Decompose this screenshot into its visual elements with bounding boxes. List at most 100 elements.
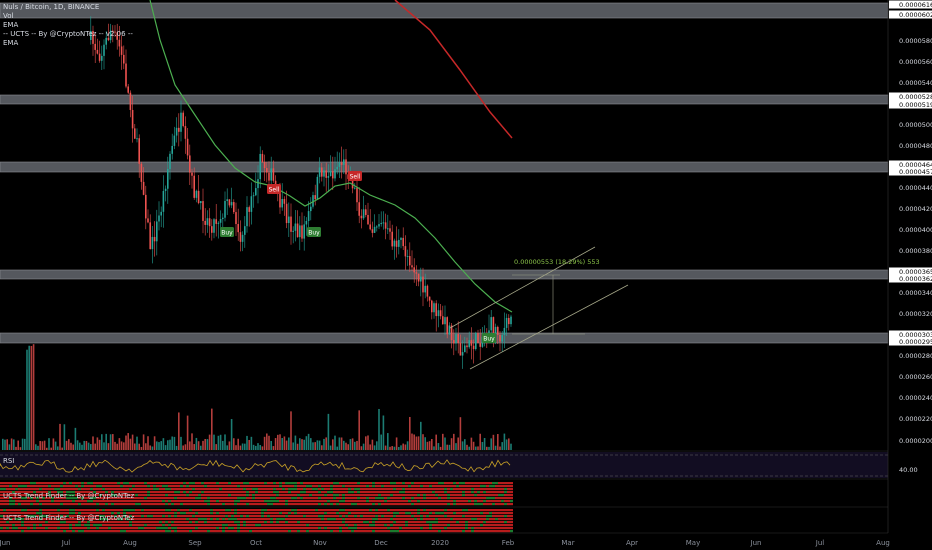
trend-cell: [450, 488, 453, 491]
trend-cell: [168, 482, 171, 485]
indicator-ema-1[interactable]: EMA: [3, 21, 19, 29]
candle-body: [360, 215, 363, 219]
rsi-label[interactable]: RSI: [3, 457, 15, 465]
trend-cell: [453, 527, 456, 530]
trend-cell: [312, 509, 315, 512]
signal-sell[interactable]: Sell: [348, 171, 362, 181]
trend-cell: [498, 482, 501, 485]
trend-cell: [183, 494, 186, 497]
trend-cell: [261, 524, 264, 527]
trend-cell: [117, 518, 120, 521]
trend-cell: [390, 488, 393, 491]
channel-upper: [449, 246, 596, 329]
candle-body: [272, 168, 275, 181]
signal-sell[interactable]: Sell: [267, 184, 281, 194]
trend-cell: [396, 512, 399, 515]
trend-cell: [228, 518, 231, 521]
trend-cell: [27, 497, 30, 500]
trend-cell: [411, 482, 414, 485]
trend-cell: [507, 488, 510, 491]
trend-cell: [507, 515, 510, 518]
trend-cell: [489, 509, 492, 512]
trend-cell: [156, 530, 159, 533]
trend-cell: [159, 497, 162, 500]
candle-body: [329, 171, 332, 177]
trend-cell: [255, 524, 258, 527]
trend-cell: [336, 491, 339, 494]
trend-cell: [102, 488, 105, 491]
signal-buy[interactable]: Buy: [482, 333, 496, 343]
symbol-title[interactable]: Nuls / Bitcoin, 1D, BINANCE: [3, 3, 100, 11]
trend-cell: [48, 497, 51, 500]
signal-buy[interactable]: Buy: [220, 227, 234, 237]
trend-cell: [42, 527, 45, 530]
trend-cell: [120, 527, 123, 530]
trend-cell: [174, 503, 177, 506]
trend-cell: [231, 509, 234, 512]
trend-cell: [390, 527, 393, 530]
trend-cell: [33, 503, 36, 506]
trend-cell: [441, 530, 444, 533]
trend-cell: [45, 485, 48, 488]
candle-body: [90, 31, 92, 40]
trend-cell: [87, 515, 90, 518]
trend-cell: [387, 500, 390, 503]
trend-cell: [504, 527, 507, 530]
trend-cell: [363, 494, 366, 497]
trend-cell: [177, 482, 180, 485]
trend-cell: [18, 482, 21, 485]
trend-cell: [153, 500, 156, 503]
trend-cell: [102, 521, 105, 524]
candle-body: [505, 317, 508, 328]
trend-cell: [6, 488, 9, 491]
volume-bar: [389, 446, 391, 450]
trend-cell: [261, 515, 264, 518]
trend-cell: [384, 512, 387, 515]
trend-cell: [417, 524, 420, 527]
trend-cell: [204, 509, 207, 512]
trend-cell: [114, 485, 117, 488]
trend-cell: [294, 482, 297, 485]
trend-cell: [9, 503, 12, 506]
trend-cell: [240, 518, 243, 521]
price-axis[interactable]: 0.000058000.000056000.000054000.00005000…: [889, 0, 932, 475]
trend-cell: [240, 503, 243, 506]
trend-cell: [261, 503, 264, 506]
trend-cell: [132, 530, 135, 533]
trend-cell: [201, 512, 204, 515]
indicator-ucts[interactable]: -- UCTS -- By @CryptoNTez -- v2.06 --: [3, 30, 133, 38]
trend-cell: [84, 527, 87, 530]
indicator-vol[interactable]: Vol: [3, 12, 14, 20]
trend-panel-1-label[interactable]: UCTS Trend Finder -- By @CryptoNTez: [3, 492, 135, 500]
trend-cell: [234, 512, 237, 515]
trend-cell: [435, 494, 438, 497]
indicator-ema-2[interactable]: EMA: [3, 39, 19, 47]
candle-body: [252, 195, 255, 197]
time-label: Sep: [188, 539, 202, 547]
volume-bar: [340, 437, 343, 450]
trend-cell: [150, 500, 153, 503]
trend-cell: [363, 530, 366, 533]
trend-cell: [399, 527, 402, 530]
volume-bar: [136, 436, 138, 450]
candle-body: [250, 196, 253, 212]
trend-cell: [144, 518, 147, 521]
trend-cell: [447, 482, 450, 485]
trend-cell: [240, 494, 243, 497]
volume-bar: [107, 443, 110, 450]
trend-cell: [117, 521, 120, 524]
trend-cell: [402, 524, 405, 527]
time-axis[interactable]: Jun Jul Aug Sep Oct Nov Dec 2020 Feb Mar Apr May Jun…: [0, 539, 890, 547]
trend-cell: [201, 500, 204, 503]
candle-body: [490, 317, 492, 331]
trend-cell: [108, 488, 111, 491]
trend-cell: [144, 509, 147, 512]
candle-body: [279, 187, 281, 208]
trend-cell: [441, 488, 444, 491]
signal-buy[interactable]: Buy: [307, 227, 321, 237]
trend-cell: [111, 524, 114, 527]
trend-cell: [162, 485, 165, 488]
trend-panel-2-label[interactable]: UCTS Trend Finder -- By @CryptoNTez: [3, 514, 135, 522]
